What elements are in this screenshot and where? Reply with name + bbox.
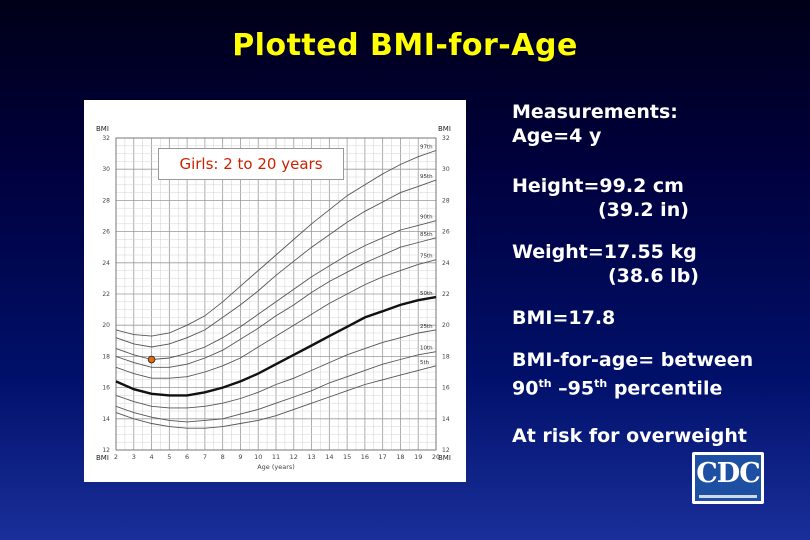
y-tick-label-right: 16 [442, 385, 450, 392]
y-tick-label-left: 12 [102, 447, 110, 454]
y-tick-label-right: 32 [442, 135, 450, 142]
x-tick-label: 18 [396, 453, 404, 461]
percentile-curve-50th [115, 295, 437, 397]
x-tick-label: 8 [221, 453, 225, 461]
percentile-curve-90th [115, 220, 437, 360]
cdc-logo: CDC [692, 452, 764, 504]
x-tick-label: 12 [290, 453, 298, 461]
percentile-label-97th: 97th [420, 144, 433, 150]
x-tick-label: 9 [238, 453, 242, 461]
percentile-label-85th: 85th [420, 232, 433, 238]
y-tick-label-left: 22 [102, 291, 110, 298]
percentile-label-75th: 75th [420, 254, 433, 260]
slide-title: Plotted BMI-for-Age [232, 28, 578, 63]
x-tick-label: 15 [343, 453, 351, 461]
x-tick-label: 3 [132, 453, 136, 461]
percentile-label-90th: 90th [420, 215, 433, 221]
measured-bmi-point [147, 355, 156, 364]
x-axis-label: Age (years) [257, 463, 295, 471]
age-value: Age=4 y [512, 125, 602, 147]
y-tick-label-right: 30 [442, 166, 450, 173]
y-tick-label-right: 28 [442, 197, 450, 204]
x-tick-label: 16 [361, 453, 369, 461]
y-tick-label-right: 20 [442, 322, 450, 329]
bmi-axis-label: BMI [96, 125, 109, 133]
bmi-for-age-line1: BMI-for-age= between [512, 349, 754, 371]
y-tick-label-left: 24 [102, 260, 110, 267]
x-tick-label: 11 [272, 453, 280, 461]
y-tick-label-right: 22 [442, 291, 450, 298]
percentile-curve-97th [115, 150, 437, 337]
chart-labels: 5th 10th 25th 50th 75th 85th 90th 95th 97th 2 3 4 5 6… [96, 125, 451, 471]
bmi-axis-label: BMI [438, 125, 451, 133]
measurements-panel: Measurements: Age=4 y Height=99.2 cm (39… [512, 100, 807, 448]
y-tick-label-left: 14 [102, 416, 110, 423]
y-tick-label-right: 12 [442, 447, 450, 454]
measurements-heading: Measurements: [512, 101, 678, 123]
x-tick-label: 13 [307, 453, 315, 461]
cdc-logo-text: CDC [696, 458, 760, 489]
x-tick-label: 4 [149, 453, 153, 461]
cdc-logo-field: CDC [695, 455, 761, 501]
percentile-label-10th: 10th [420, 346, 433, 352]
percentile-low: 90 [512, 377, 539, 400]
percentile-curve-85th [115, 237, 437, 368]
percentile-curve-10th [115, 351, 437, 423]
x-tick-label: 10 [254, 453, 262, 461]
chart-points [147, 355, 156, 364]
y-tick-label-left: 18 [102, 353, 110, 360]
percentile-curve-75th [115, 259, 437, 379]
chart-subtitle: Girls: 2 to 20 years [158, 148, 344, 180]
x-tick-label: 14 [325, 453, 333, 461]
cdc-logo-tagline-bar [699, 495, 757, 498]
y-tick-label-right: 14 [442, 416, 450, 423]
x-tick-label: 7 [203, 453, 207, 461]
x-tick-label: 19 [414, 453, 422, 461]
risk-statement: At risk for overweight [512, 425, 748, 448]
bmi-axis-label: BMI [96, 454, 109, 462]
y-tick-label-left: 32 [102, 135, 110, 142]
y-tick-label-left: 30 [102, 166, 110, 173]
percentile-high-suffix: th [594, 377, 608, 390]
x-tick-label: 17 [379, 453, 387, 461]
plot-frame [115, 137, 437, 451]
y-tick-label-right: 24 [442, 260, 450, 267]
percentile-label-5th: 5th [420, 360, 430, 366]
bmi-for-age-line2: 90th –95th percentile [512, 372, 807, 400]
percentile-low-suffix: th [538, 377, 552, 390]
x-tick-label: 20 [432, 453, 440, 461]
y-tick-label-right: 18 [442, 353, 450, 360]
y-tick-label-left: 26 [102, 229, 110, 236]
percentile-high: –95 [551, 377, 595, 400]
weight-pounds-value: (38.6 lb) [608, 265, 699, 287]
percentile-curve-95th [115, 179, 437, 348]
x-tick-label: 6 [185, 453, 189, 461]
percentile-label-95th: 95th [420, 174, 433, 180]
percentile-label-25th: 25th [420, 324, 433, 330]
bmi-chart-panel: 5th 10th 25th 50th 75th 85th 90th 95th 97th 2 3 4 5 6… [84, 100, 466, 482]
weight-value: Weight=17.55 kg [512, 241, 697, 263]
height-value: Height=99.2 cm [512, 175, 684, 197]
chart-curves [115, 150, 437, 429]
percentile-curve-5th [115, 365, 437, 429]
bmi-value: BMI=17.8 [512, 307, 616, 329]
x-tick-label: 2 [114, 453, 118, 461]
height-inches-value: (39.2 in) [598, 199, 689, 221]
y-tick-label-left: 16 [102, 385, 110, 392]
y-tick-label-left: 20 [102, 322, 110, 329]
x-tick-label: 5 [167, 453, 171, 461]
percentile-label-50th: 50th [420, 291, 433, 297]
y-tick-label-right: 26 [442, 229, 450, 236]
y-tick-label-left: 28 [102, 197, 110, 204]
bmi-axis-label: BMI [438, 454, 451, 462]
percentile-word: percentile [607, 377, 723, 400]
percentile-curve-25th [115, 329, 437, 409]
